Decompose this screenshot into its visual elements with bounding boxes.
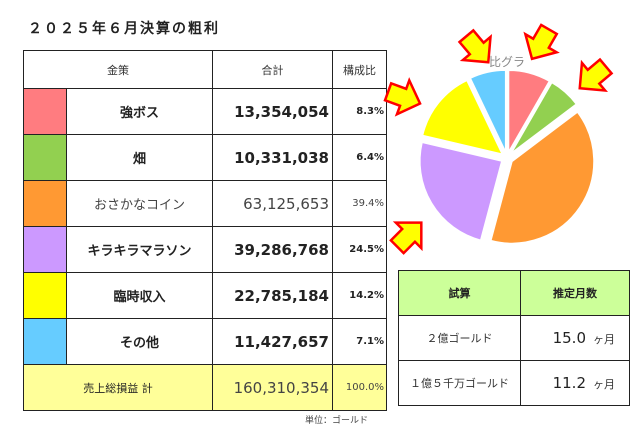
table-row: ２億ゴールド 15.0 ヶ月 [398,315,630,361]
row-name: キラキラマラソン [66,226,213,273]
pie-slice-2 [510,81,578,155]
header-months: 推定月数 [520,270,630,316]
table-row: おさかなコイン 63,125,653 39.4% [23,180,387,227]
color-swatch [23,180,67,227]
months-unit: ヶ月 [593,333,615,346]
pie-slice-3 [489,110,595,245]
row-name: 強ボス [66,88,213,135]
table-row: キラキラマラソン 39,286,768 24.5% [23,226,387,273]
color-swatch [23,134,67,181]
page-title: ２０２５年６月決算の粗利 [28,21,220,37]
header-ratio: 構成比 [332,50,387,89]
pie-slice-5 [421,79,504,156]
row-ratio: 14.2% [332,272,387,319]
row-total: 10,331,038 [212,134,333,181]
row-ratio: 39.4% [332,180,387,227]
total-row: 売上総損益 計 160,310,354 100.0% [23,364,387,411]
chart-title: 比グラ [489,55,525,69]
arrow-icon [383,77,422,117]
estimate-months: 15.0 [552,329,586,347]
row-ratio: 6.4% [332,134,387,181]
estimate-months: 11.2 [552,374,586,392]
arrow-icon [457,28,493,64]
row-total: 63,125,653 [212,180,333,227]
total-value: 160,310,354 [212,364,333,411]
row-total: 22,785,184 [212,272,333,319]
header-method: 金策 [23,50,213,89]
estimate-table: 試算 推定月数 ２億ゴールド 15.0 ヶ月 １億５千万ゴールド 11.2 ヶ月 [398,270,630,406]
profit-table: 金策 合計 構成比 強ボス 13,354,054 8.3% 畑 10,331,038 6… [23,50,387,411]
table-row: 畑 10,331,038 6.4% [23,134,387,181]
color-swatch [23,226,67,273]
total-ratio: 100.0% [332,364,387,411]
row-ratio: 8.3% [332,88,387,135]
arrow-icon [523,23,560,61]
header-total: 合計 [212,50,333,89]
table-row: １億５千万ゴールド 11.2 ヶ月 [398,360,630,406]
pie-slice-6 [469,69,507,153]
pie-slice-4 [419,141,503,242]
row-total: 13,354,054 [212,88,333,135]
table-row: 強ボス 13,354,054 8.3% [23,88,387,135]
estimate-label: ２億ゴールド [398,315,521,361]
pie-slices [419,69,595,245]
arrow-icon [578,57,614,93]
arrows [383,23,614,255]
months-unit: ヶ月 [593,378,615,391]
total-label: 売上総損益 計 [23,364,213,411]
color-swatch [23,88,67,135]
row-name: おさかなコイン [66,180,213,227]
row-total: 11,427,657 [212,318,333,365]
header-estimate: 試算 [398,270,521,316]
row-name: 畑 [66,134,213,181]
row-total: 39,286,768 [212,226,333,273]
arrow-icon [389,221,423,255]
unit-note: 単位：ゴールド [305,416,369,426]
estimate-label: １億５千万ゴールド [398,360,521,406]
pie-slice-1 [507,69,551,156]
